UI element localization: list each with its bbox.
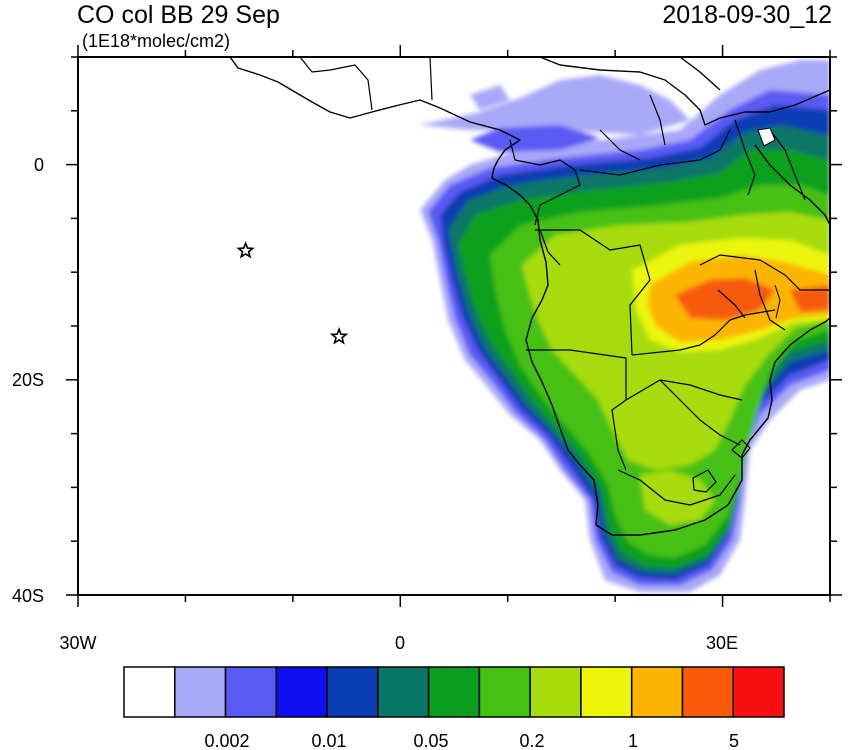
lake-victoria <box>757 127 776 147</box>
colorbar-swatch-1 <box>174 666 227 718</box>
colorbar-swatch-5 <box>377 666 430 718</box>
units-label: (1E18*molec/cm2) <box>82 31 231 51</box>
axis-tick-labels: 30W 0 30E 0 20S 40S <box>12 155 738 653</box>
colorbar-label-4: 1 <box>628 731 638 750</box>
x-tick-label-30e: 30E <box>706 633 738 653</box>
country-borders <box>299 57 830 506</box>
colorbar-swatch-6 <box>427 666 481 718</box>
lake-malawi <box>774 284 781 319</box>
colorbar-swatch-0 <box>123 666 176 718</box>
y-tick-label-0: 0 <box>34 155 44 175</box>
colorbar-label-5: 5 <box>729 731 739 750</box>
colorbar-swatch-4 <box>326 666 379 718</box>
colorbar-swatch-9 <box>580 666 633 718</box>
colorbar-label-2: 0.05 <box>413 731 448 750</box>
station-markers <box>236 240 349 345</box>
axis-ticks <box>66 45 842 607</box>
colorbar-label-0: 0.002 <box>204 731 249 750</box>
y-tick-label-20s: 20S <box>12 370 44 390</box>
colorbar-swatch-2 <box>224 666 278 718</box>
x-tick-label-0: 0 <box>395 633 405 653</box>
colorbar-swatch-12 <box>732 666 785 718</box>
coastlines <box>229 57 830 536</box>
y-tick-label-40s: 40S <box>12 586 44 606</box>
colorbar-swatch-3 <box>275 666 328 718</box>
colorbar-swatch-10 <box>630 666 684 718</box>
colorbar-swatch-11 <box>681 666 734 718</box>
map-title: CO col BB 29 Sep <box>77 1 280 29</box>
colorbar-label-3: 0.2 <box>519 731 544 750</box>
colorbar <box>123 666 785 718</box>
x-tick-label-30w: 30W <box>59 633 96 653</box>
colorbar-label-1: 0.01 <box>311 731 346 750</box>
star-marker-1 <box>236 240 255 259</box>
colorbar-labels: 0.002 0.01 0.05 0.2 1 5 <box>204 731 739 750</box>
colorbar-swatch-8 <box>529 666 582 718</box>
star-marker-2 <box>329 327 349 345</box>
colorbar-swatch-7 <box>478 666 531 718</box>
valid-time-label: 2018-09-30_12 <box>662 1 832 29</box>
